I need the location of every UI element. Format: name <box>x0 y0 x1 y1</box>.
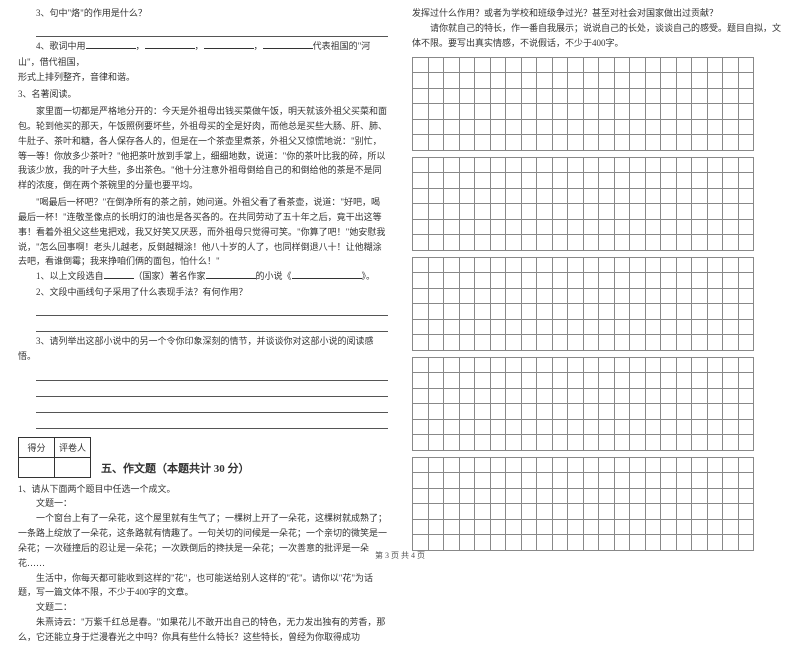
question-4: 4、歌词中用，，，代表祖国的"河山"，借代祖国， <box>18 39 388 70</box>
answer-line[interactable] <box>36 23 388 37</box>
topic-1-label: 文题一： <box>18 496 388 511</box>
s1-c: 的小说《 <box>256 271 292 281</box>
score-cell[interactable] <box>19 457 55 477</box>
topic-2-para-1: 朱熹诗云："万紫千红总是春。"如果花儿不敢开出自己的特色，无力发出独有的芳香，那… <box>18 615 388 645</box>
sub-question-2: 2、文段中画线句子采用了什么表现手法？有何作用？ <box>18 285 388 300</box>
topic-1-para-1: 一个窗台上有了一朵花，这个屋里就有生气了；一棵树上开了一朵花，这棵树就成熟了；一… <box>18 511 388 570</box>
blank[interactable] <box>204 39 254 49</box>
score-header-score: 得分 <box>19 437 55 457</box>
question-3: 3、句中"烙"的作用是什么？ <box>18 6 388 21</box>
answer-line[interactable] <box>36 399 388 413</box>
answer-line[interactable] <box>36 367 388 381</box>
page-footer: 第 3 页 共 4 页 <box>0 550 800 561</box>
q4-cont: 形式上排列整齐，音律和谐。 <box>18 70 388 85</box>
section-5-header: 得分 评卷人 五、作文题（本题共计 30 分） <box>18 437 388 478</box>
blank[interactable] <box>263 39 313 49</box>
sub-question-3: 3、请列举出这部小说中的另一个令你印象深刻的情节，并谈谈你对这部小说的阅读感悟。 <box>18 334 388 365</box>
answer-line[interactable] <box>36 415 388 429</box>
grader-cell[interactable] <box>55 457 91 477</box>
writing-intro: 1、请从下面两个题目中任选一个成文。 <box>18 482 388 497</box>
blank[interactable] <box>104 269 134 279</box>
right-para-2: 请你就自己的特长，作一番自我展示；说说自己的长处，谈谈自己的感受。题目自拟，文体… <box>412 21 782 51</box>
sub-question-1: 1、以上文段选自 （国家）著名作家 的小说《 》。 <box>18 269 388 284</box>
s1-b: （国家）著名作家 <box>134 271 206 281</box>
score-header-grader: 评卷人 <box>55 437 91 457</box>
score-table: 得分 评卷人 <box>18 437 91 478</box>
answer-line[interactable] <box>36 383 388 397</box>
answer-line[interactable] <box>36 302 388 316</box>
q4-sep: ， <box>195 41 204 51</box>
q4-text-a: 4、歌词中用 <box>36 41 86 51</box>
q4-sep: ， <box>254 41 263 51</box>
topic-1-para-2: 生活中，你每天都可能收到这样的"花"，也可能送给别人这样的"花"。请你以"花"为… <box>18 571 388 601</box>
section-5-title: 五、作文题（本题共计 30 分） <box>101 460 250 478</box>
s1-d: 》。 <box>362 271 376 281</box>
blank[interactable] <box>292 269 362 279</box>
topic-2-label: 文题二： <box>18 600 388 615</box>
writing-grid[interactable] <box>412 57 782 551</box>
s1-a: 1、以上文段选自 <box>36 271 104 281</box>
blank[interactable] <box>145 39 195 49</box>
passage-para-1: 家里面一切都是严格地分开的：今天是外祖母出钱买菜做午饭，明天就该外祖父买菜和面包… <box>18 104 388 193</box>
blank[interactable] <box>86 39 136 49</box>
passage-para-2: "喝最后一杯吧？"在倒净所有的茶之前，她问道。外祖父看了看茶壶，说道："好吧，喝… <box>18 195 388 269</box>
right-para-1: 发挥过什么作用？或者为学校和班级争过光？甚至对社会对国家做出过贡献？ <box>412 6 782 21</box>
answer-line[interactable] <box>36 318 388 332</box>
question-5-heading: 3、名著阅读。 <box>18 87 388 102</box>
blank[interactable] <box>206 269 256 279</box>
q4-sep: ， <box>136 41 145 51</box>
